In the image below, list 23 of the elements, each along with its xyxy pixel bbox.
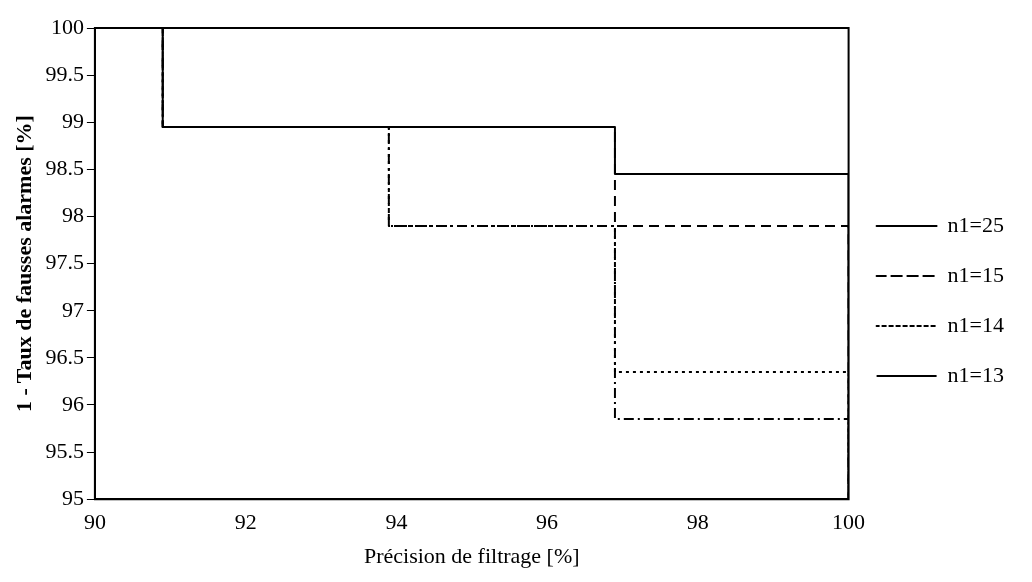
y-tick-label: 98 xyxy=(61,202,84,228)
x-tick-label: 90 xyxy=(83,509,106,535)
x-tick-label: 100 xyxy=(832,509,866,535)
y-tick-label: 99.5 xyxy=(45,60,84,86)
y-axis-title: 1 - Taux de fausses alarmes [%] xyxy=(10,115,36,413)
legend-label: n1=25 xyxy=(947,211,1005,237)
x-tick-label: 92 xyxy=(234,509,257,535)
y-tick-label: 96 xyxy=(61,390,84,416)
y-tick-label: 95 xyxy=(61,484,84,510)
y-tick-label: 97 xyxy=(61,296,84,322)
legend-label: n1=15 xyxy=(947,261,1005,287)
legend-label: n1=13 xyxy=(947,361,1005,387)
y-tick-label: 95.5 xyxy=(45,437,84,463)
y-tick-label: 97.5 xyxy=(45,249,84,275)
legend-label: n1=14 xyxy=(947,311,1005,337)
x-tick-label: 94 xyxy=(385,509,408,535)
x-tick-label: 98 xyxy=(686,509,709,535)
x-axis-title: Précision de filtrage [%] xyxy=(363,542,580,568)
y-tick-label: 96.5 xyxy=(45,343,84,369)
x-tick-label: 96 xyxy=(536,509,559,535)
y-tick-label: 100 xyxy=(50,13,84,39)
y-tick-label: 99 xyxy=(61,108,84,134)
y-tick-label: 98.5 xyxy=(45,155,84,181)
